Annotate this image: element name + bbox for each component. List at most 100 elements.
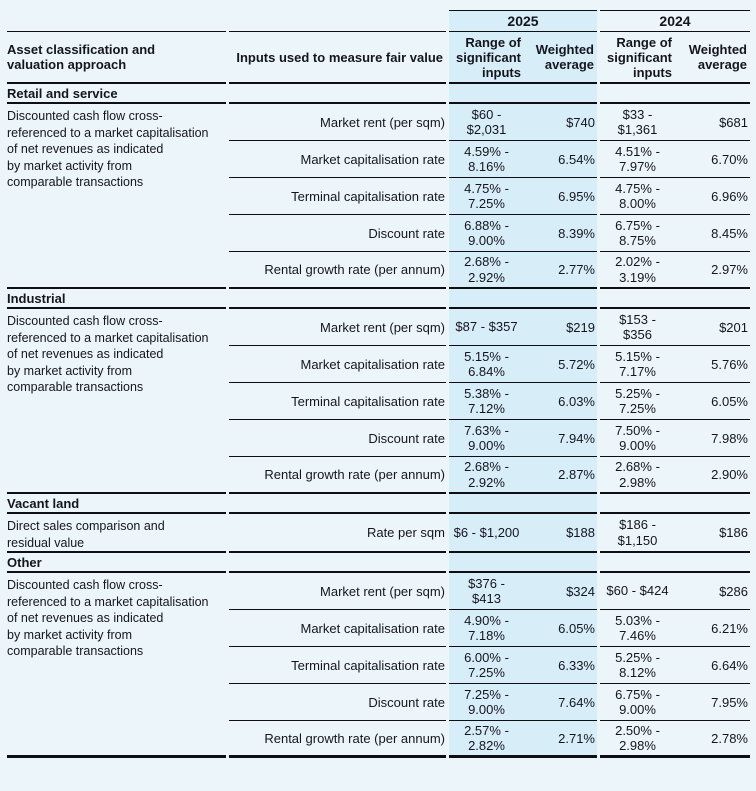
range-2024: $153 - $356 (600, 309, 675, 346)
range-2025: $60 - $2,031 (449, 104, 524, 141)
input-row: Discount rate 6.88% - 9.00% 8.39% 6.75% - 8… (7, 215, 750, 252)
valuation-approach: Direct sales comparison and residual val… (7, 514, 226, 553)
year-2024: 2024 (600, 10, 750, 32)
weighted-average-2025: 6.05% (524, 610, 597, 647)
weighted-average-2024: 6.70% (675, 141, 750, 178)
weighted-average-2025: $740 (524, 104, 597, 141)
section-title: Industrial (7, 289, 226, 309)
range-2024: $186 - $1,150 (600, 514, 675, 553)
input-row: Discounted cash flow cross- referenced t… (7, 573, 750, 758)
weighted-average-2024: 5.76% (675, 346, 750, 383)
table-body: Retail and service Discounted cash flow c… (7, 84, 750, 758)
input-label: Discount rate (229, 215, 446, 252)
range-2024: 4.75% - 8.00% (600, 178, 675, 215)
range-2025: 5.15% - 6.84% (449, 346, 524, 383)
input-row: Market capitalisation rate 4.90% - 7.18% 6… (7, 610, 750, 647)
input-label: Market rent (per sqm) (229, 573, 446, 610)
range-2025: 4.59% - 8.16% (449, 141, 524, 178)
input-row: Rental growth rate (per annum) 2.57% - 2.… (7, 721, 750, 758)
input-row: Rental growth rate (per annum) 2.68% - 2.… (7, 457, 750, 494)
range-2024: 6.75% - 9.00% (600, 684, 675, 721)
range-2025: 7.25% - 9.00% (449, 684, 524, 721)
range-2024: 2.68% - 2.98% (600, 457, 675, 494)
range-2025: $87 - $357 (449, 309, 524, 346)
weighted-average-2025: 7.64% (524, 684, 597, 721)
weighted-average-2024: 7.95% (675, 684, 750, 721)
asset-classification-header: Asset classification and valuation appro… (7, 32, 226, 84)
weighted-average-2025: 2.71% (524, 721, 597, 758)
range-2025: 6.00% - 7.25% (449, 647, 524, 684)
fair-value-table: 2025 2024 Asset classification and valua… (7, 10, 750, 758)
year-row: 2025 2024 (7, 10, 750, 32)
valuation-approach: Discounted cash flow cross- referenced t… (7, 573, 226, 758)
input-row: Terminal capitalisation rate 4.75% - 7.25… (7, 178, 750, 215)
input-label: Market capitalisation rate (229, 346, 446, 383)
input-row: Discount rate 7.25% - 9.00% 7.64% 6.75% - 9… (7, 684, 750, 721)
weighted-average-2024: 8.45% (675, 215, 750, 252)
range-2024: 4.51% - 7.97% (600, 141, 675, 178)
section-row-2: Vacant land (7, 494, 750, 514)
range-header-2025: Range of significant inputs (449, 32, 524, 84)
range-2024: 5.25% - 8.12% (600, 647, 675, 684)
weighted-average-2024: 2.90% (675, 457, 750, 494)
weighted-average-2025: 2.87% (524, 457, 597, 494)
range-2024: 5.25% - 7.25% (600, 383, 675, 420)
valuation-approach: Discounted cash flow cross- referenced t… (7, 309, 226, 494)
input-label: Rental growth rate (per annum) (229, 252, 446, 289)
input-label: Terminal capitalisation rate (229, 178, 446, 215)
weighted-average-2025: $219 (524, 309, 597, 346)
input-row: Discounted cash flow cross- referenced t… (7, 104, 750, 289)
weighted-average-2025: 2.77% (524, 252, 597, 289)
input-row: Market capitalisation rate 5.15% - 6.84% 5… (7, 346, 750, 383)
weighted-average-2025: 5.72% (524, 346, 597, 383)
input-row: Market capitalisation rate 4.59% - 8.16% 6… (7, 141, 750, 178)
range-2024: 5.15% - 7.17% (600, 346, 675, 383)
range-2025: 6.88% - 9.00% (449, 215, 524, 252)
weighted-average-2025: $324 (524, 573, 597, 610)
weighted-average-2024: 2.78% (675, 721, 750, 758)
weighted-average-2024: 6.96% (675, 178, 750, 215)
range-2024: 6.75% - 8.75% (600, 215, 675, 252)
input-row: Discount rate 7.63% - 9.00% 7.94% 7.50% - 9… (7, 420, 750, 457)
range-2025: 2.68% - 2.92% (449, 457, 524, 494)
input-label: Market capitalisation rate (229, 141, 446, 178)
range-2025: 7.63% - 9.00% (449, 420, 524, 457)
weighted-average-2024: $681 (675, 104, 750, 141)
range-2024: 7.50% - 9.00% (600, 420, 675, 457)
weighted-average-header-2025: Weighted average (524, 32, 597, 84)
weighted-average-2024: 6.21% (675, 610, 750, 647)
year-2025: 2025 (449, 10, 597, 32)
input-row: Direct sales comparison and residual val… (7, 514, 750, 553)
section-title: Vacant land (7, 494, 226, 514)
range-2025: 5.38% - 7.12% (449, 383, 524, 420)
weighted-average-2025: 6.54% (524, 141, 597, 178)
weighted-average-2024: 2.97% (675, 252, 750, 289)
range-2024: 5.03% - 7.46% (600, 610, 675, 647)
range-header-2024: Range of significant inputs (600, 32, 675, 84)
weighted-average-2024: 6.05% (675, 383, 750, 420)
range-2025: $376 - $413 (449, 573, 524, 610)
section-row-1: Industrial (7, 289, 750, 309)
weighted-average-2025: $188 (524, 514, 597, 553)
inputs-header: Inputs used to measure fair value (229, 32, 446, 84)
weighted-average-2024: $201 (675, 309, 750, 346)
section-title: Other (7, 553, 226, 573)
range-2025: 2.68% - 2.92% (449, 252, 524, 289)
weighted-average-header-2024: Weighted average (675, 32, 750, 84)
range-2024: $33 - $1,361 (600, 104, 675, 141)
input-label: Terminal capitalisation rate (229, 383, 446, 420)
weighted-average-2025: 7.94% (524, 420, 597, 457)
input-row: Rental growth rate (per annum) 2.68% - 2.… (7, 252, 750, 289)
input-row: Terminal capitalisation rate 5.38% - 7.12… (7, 383, 750, 420)
valuation-approach: Discounted cash flow cross- referenced t… (7, 104, 226, 289)
weighted-average-2025: 6.33% (524, 647, 597, 684)
weighted-average-2024: $286 (675, 573, 750, 610)
range-2025: $6 - $1,200 (449, 514, 524, 553)
input-label: Terminal capitalisation rate (229, 647, 446, 684)
weighted-average-2025: 6.95% (524, 178, 597, 215)
weighted-average-2024: 6.64% (675, 647, 750, 684)
year-row-left-spacer (7, 10, 226, 32)
section-row-3: Other (7, 553, 750, 573)
input-label: Rate per sqm (229, 514, 446, 553)
range-2025: 4.90% - 7.18% (449, 610, 524, 647)
